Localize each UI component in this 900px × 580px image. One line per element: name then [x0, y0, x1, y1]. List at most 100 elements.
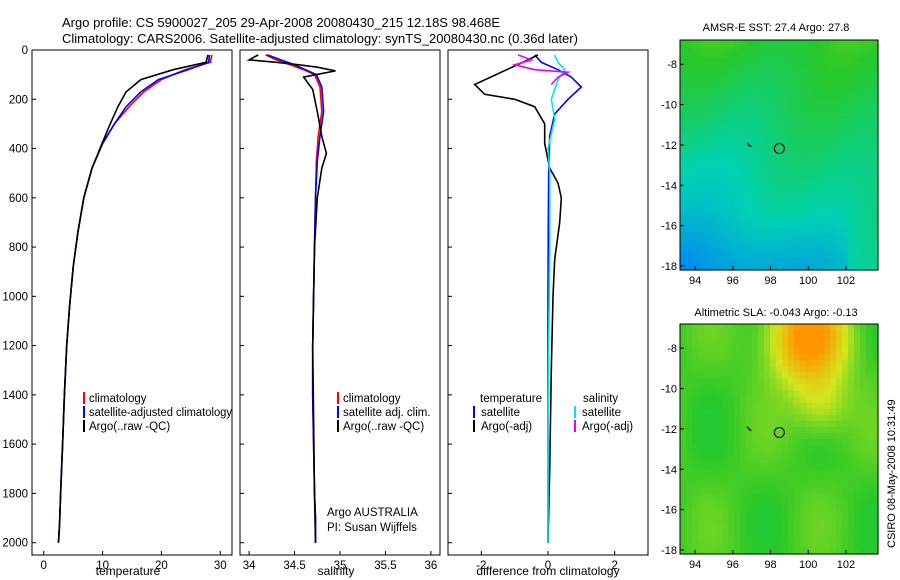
heatmap-cell: [686, 390, 693, 398]
heatmap-cell: [842, 263, 849, 271]
heatmap-cell: [788, 167, 795, 174]
heatmap-cell: [764, 221, 771, 229]
heatmap-cell: [824, 46, 831, 53]
heatmap-cell: [770, 106, 777, 114]
heatmap-cell: [776, 88, 783, 96]
heatmap-cell: [686, 481, 693, 489]
heatmap-cell: [806, 396, 813, 404]
heatmap-cell: [722, 203, 729, 211]
heatmap-cell: [698, 493, 705, 501]
heatmap-cell: [830, 493, 837, 501]
heatmap-cell: [848, 426, 855, 434]
heatmap-cell: [740, 493, 747, 501]
heatmap-cell: [680, 142, 687, 150]
heatmap-cell: [812, 420, 819, 428]
heatmap-cell: [818, 46, 825, 53]
heatmap-cell: [812, 487, 819, 495]
heatmap-cell: [860, 88, 867, 96]
heatmap-cell: [842, 82, 849, 90]
heatmap-cell: [740, 227, 747, 235]
heatmap-cell: [842, 58, 849, 65]
heatmap-cell: [872, 100, 879, 108]
heatmap-cell: [848, 354, 855, 361]
heatmap-cell: [686, 173, 693, 180]
heatmap-cell: [806, 100, 813, 108]
heatmap-cell: [866, 408, 873, 416]
heatmap-cell: [848, 130, 855, 138]
heatmap-cell: [746, 142, 753, 150]
heatmap-cell: [734, 541, 741, 549]
heatmap-cell: [824, 40, 831, 47]
heatmap-cell: [722, 227, 729, 235]
heatmap-cell: [830, 251, 837, 259]
heatmap-cell: [824, 185, 831, 192]
heatmap-cell: [848, 46, 855, 53]
heatmap-cell: [812, 535, 819, 543]
heatmap-cell: [698, 396, 705, 404]
heatmap-cell: [716, 384, 723, 392]
heatmap-cell: [686, 420, 693, 428]
heatmap-cell: [716, 517, 723, 525]
heatmap-cell: [740, 348, 747, 355]
heatmap-cell: [836, 124, 843, 132]
heatmap-cell: [872, 445, 879, 452]
heatmap-cell: [758, 360, 765, 367]
heatmap-cell: [728, 106, 735, 114]
heatmap-cell: [734, 94, 741, 102]
heatmap-cell: [842, 517, 849, 525]
legend-label-argo: Argo(..raw -QC): [343, 421, 424, 433]
heatmap-cell: [860, 517, 867, 525]
heatmap-cell: [830, 94, 837, 102]
heatmap-cell: [746, 342, 753, 349]
heatmap-cell: [764, 360, 771, 367]
heatmap-cell: [692, 402, 699, 410]
heatmap-cell: [758, 161, 765, 168]
heatmap-cell: [776, 191, 783, 198]
heatmap-cell: [680, 179, 687, 186]
heatmap-cell: [686, 324, 693, 331]
map-x-tick-label: 102: [837, 275, 855, 287]
heatmap-cell: [818, 58, 825, 65]
legend-label-satellite: satellite adj. clim.: [343, 407, 431, 419]
heatmap-cell: [734, 167, 741, 174]
heatmap-cell: [806, 432, 813, 440]
heatmap-cell: [854, 191, 861, 198]
heatmap-cell: [758, 499, 765, 507]
heatmap-cell: [872, 360, 879, 367]
heatmap-cell: [830, 106, 837, 114]
heatmap-cell: [788, 239, 795, 247]
heatmap-cell: [860, 432, 867, 440]
series-line-satellite-adj-clim-: [267, 54, 325, 543]
heatmap-cell: [734, 445, 741, 452]
heatmap-cell: [746, 475, 753, 482]
heatmap-cell: [794, 408, 801, 416]
heatmap-cell: [788, 336, 795, 343]
heatmap-cell: [770, 58, 777, 65]
heatmap-cell: [800, 173, 807, 180]
heatmap-cell: [806, 420, 813, 428]
legend-heading-temperature: temperature: [480, 393, 542, 405]
heatmap-cell: [788, 505, 795, 513]
heatmap-cell: [734, 136, 741, 144]
heatmap-cell: [716, 58, 723, 65]
heatmap-cell: [716, 402, 723, 410]
map-y-tick-label: -14: [661, 464, 677, 476]
heatmap-cell: [872, 161, 879, 168]
heatmap-cell: [758, 130, 765, 138]
heatmap-cell: [872, 517, 879, 525]
heatmap-cell: [764, 142, 771, 150]
heatmap-cell: [752, 402, 759, 410]
heatmap-cell: [698, 76, 705, 83]
heatmap-cell: [752, 439, 759, 446]
heatmap-cell: [872, 535, 879, 543]
heatmap-cell: [836, 463, 843, 470]
heatmap-cell: [842, 227, 849, 235]
heatmap-cell: [686, 82, 693, 90]
heatmap-cell: [680, 40, 687, 47]
heatmap-cell: [770, 227, 777, 235]
heatmap-cell: [842, 390, 849, 398]
heatmap-cell: [776, 378, 783, 386]
heatmap-cell: [860, 40, 867, 47]
heatmap-cell: [848, 384, 855, 392]
heatmap-cell: [686, 360, 693, 367]
